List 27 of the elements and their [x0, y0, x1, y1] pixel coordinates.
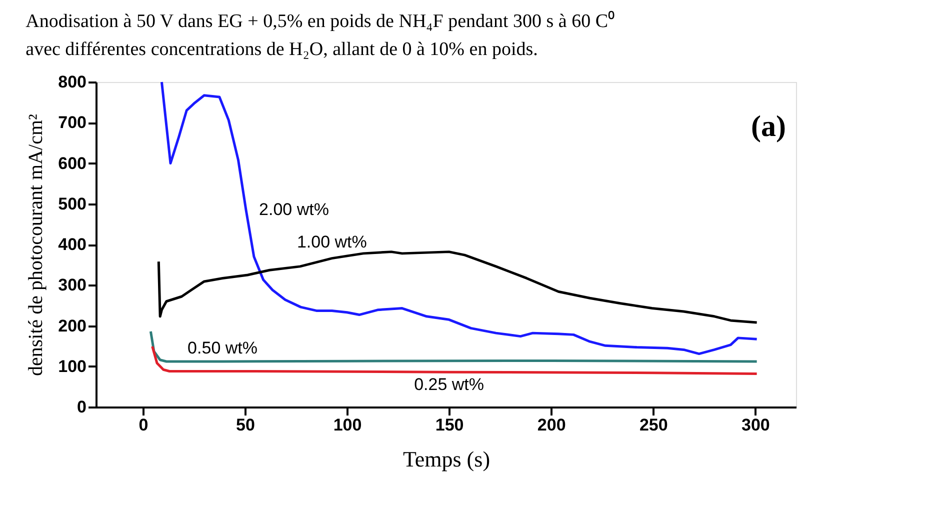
series-label: 0.25 wt% [414, 375, 484, 394]
x-tick-label: 0 [138, 416, 148, 434]
x-axis-title: Temps (s) [402, 446, 490, 472]
x-tick-label: 150 [435, 416, 464, 434]
y-tick-label: 600 [58, 154, 86, 173]
line-series [149, 330, 758, 363]
x-tick-label: 50 [236, 416, 255, 434]
x-tick-label: 100 [333, 416, 362, 434]
y-tick-label: 400 [58, 235, 86, 254]
x-tick-label: 250 [639, 416, 668, 434]
line-series [157, 250, 758, 324]
x-tick-label: 300 [741, 416, 770, 434]
series-label: 2.00 wt% [259, 200, 329, 219]
y-tick-label: 800 [58, 72, 86, 92]
y-tick-label: 100 [58, 356, 86, 376]
y-tick-label: 0 [77, 398, 86, 416]
y-tick-label: 500 [58, 194, 86, 214]
y-axis-title: densité de photocourant mA/cm² [25, 114, 48, 376]
text: avec différentes concentrations de H₂O, allant de 0 à 10% en poids. [26, 39, 538, 60]
y-tick-label: 300 [58, 276, 86, 295]
y-tick-label: 700 [58, 113, 86, 132]
annotation: (a) [751, 110, 786, 143]
x-tick-label: 200 [537, 416, 566, 434]
series-label: 1.00 wt% [296, 232, 367, 252]
y-tick-label: 200 [58, 316, 86, 336]
series-label: 0.50 wt% [188, 338, 258, 358]
text: Anodisation à 50 V dans EG + 0,5% en poids de NH₄F pendant 300 s à 60 C⁰ [26, 11, 616, 32]
